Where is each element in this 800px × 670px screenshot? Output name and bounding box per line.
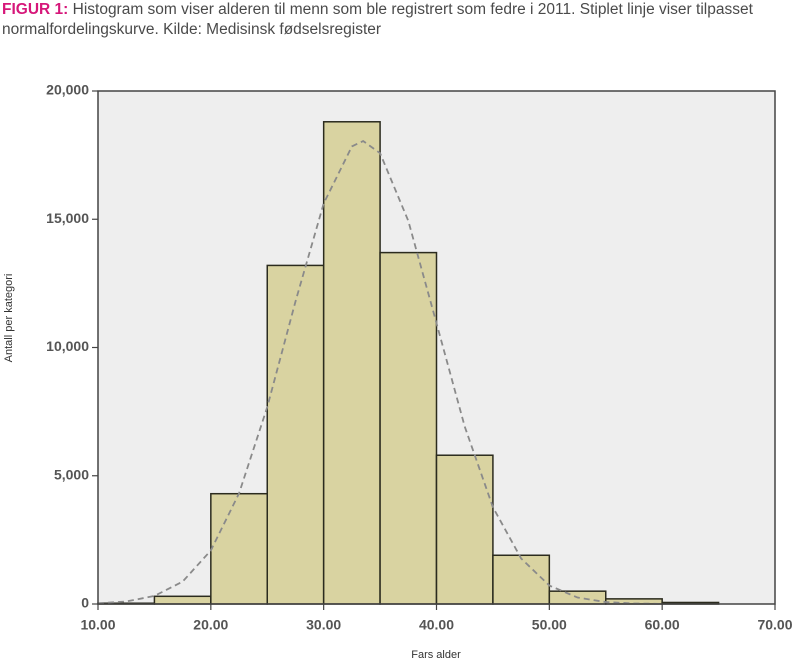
bar xyxy=(435,454,494,605)
x-axis-label: Fars alder xyxy=(411,649,461,661)
bar xyxy=(210,492,268,605)
bar xyxy=(492,554,551,605)
x-tick-label: 30.00 xyxy=(306,617,341,633)
x-tick-label: 10.00 xyxy=(80,617,115,633)
caption: FIGUR 1: Histogram som viser alderen til… xyxy=(2,0,798,40)
chart-title: Histogram som viser alderen til menn som… xyxy=(2,1,753,38)
figure-label: FIGUR 1: xyxy=(2,1,69,18)
x-tick-label: 40.00 xyxy=(419,617,454,633)
x-tick-label: 70.00 xyxy=(757,617,792,633)
y-tick-label: 0 xyxy=(81,595,89,611)
bar xyxy=(153,595,212,605)
bar xyxy=(322,121,381,605)
y-tick-label: 15,000 xyxy=(46,210,89,226)
x-tick-label: 60.00 xyxy=(645,617,680,633)
bar xyxy=(266,264,325,605)
normal-curve xyxy=(97,139,663,605)
y-tick-label: 10,000 xyxy=(46,338,89,354)
y-tick-label: 20,000 xyxy=(46,82,89,98)
x-tick-label: 50.00 xyxy=(532,617,567,633)
bar xyxy=(379,251,438,605)
y-tick-label: 5,000 xyxy=(54,466,89,482)
x-tick-label: 20.00 xyxy=(193,617,228,633)
y-axis-label: Antall per kategori xyxy=(3,274,15,363)
